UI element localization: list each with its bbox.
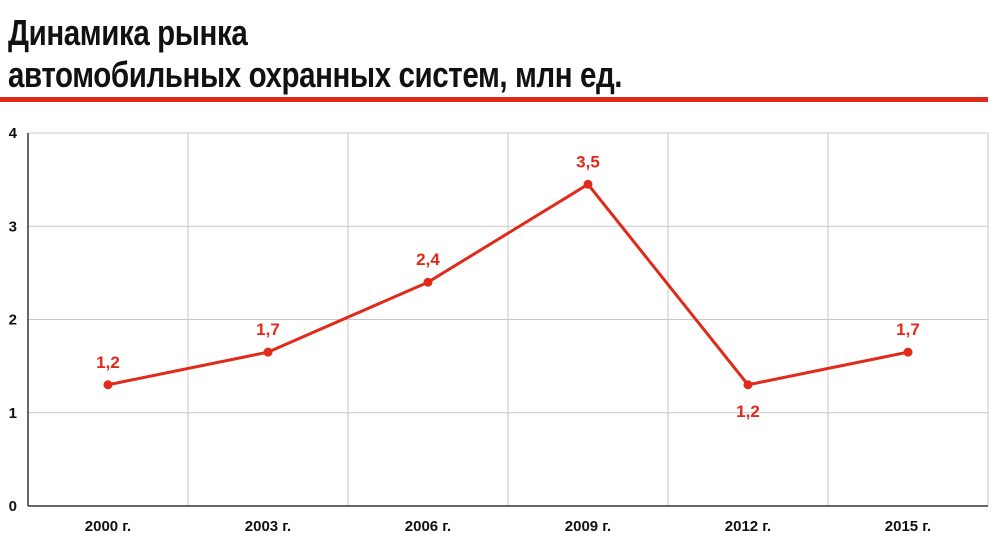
y-tick-label: 4 xyxy=(9,125,18,142)
x-tick-label: 2012 г. xyxy=(725,518,771,535)
data-label: 3,5 xyxy=(576,152,600,171)
y-tick-label: 1 xyxy=(9,405,17,422)
y-tick-label: 3 xyxy=(9,218,17,235)
x-tick-label: 2003 г. xyxy=(245,518,291,535)
chart-title-line-1: Динамика рынка xyxy=(8,12,248,53)
x-tick-label: 2000 г. xyxy=(85,518,131,535)
data-label: 2,4 xyxy=(416,250,440,269)
y-tick-label: 0 xyxy=(9,498,17,515)
chart-title: Динамика рынка автомобильных охранных си… xyxy=(8,12,757,96)
data-point xyxy=(583,179,593,189)
chart-title-line-2: автомобильных охранных систем, млн ед. xyxy=(8,54,623,95)
series-line xyxy=(107,182,909,387)
data-point xyxy=(103,380,113,390)
data-label: 1,7 xyxy=(256,320,280,339)
x-tick-label: 2009 г. xyxy=(565,518,611,535)
data-label: 1,2 xyxy=(736,402,760,421)
data-point xyxy=(263,347,273,357)
data-point xyxy=(743,380,753,390)
x-tick-label: 2015 г. xyxy=(885,518,931,535)
y-tick-label: 2 xyxy=(9,312,17,329)
data-point xyxy=(423,277,433,287)
data-label: 1,2 xyxy=(96,353,120,372)
x-tick-label: 2006 г. xyxy=(405,518,451,535)
data-label: 1,7 xyxy=(896,320,920,339)
data-point xyxy=(903,347,913,357)
title-underline xyxy=(0,97,988,102)
